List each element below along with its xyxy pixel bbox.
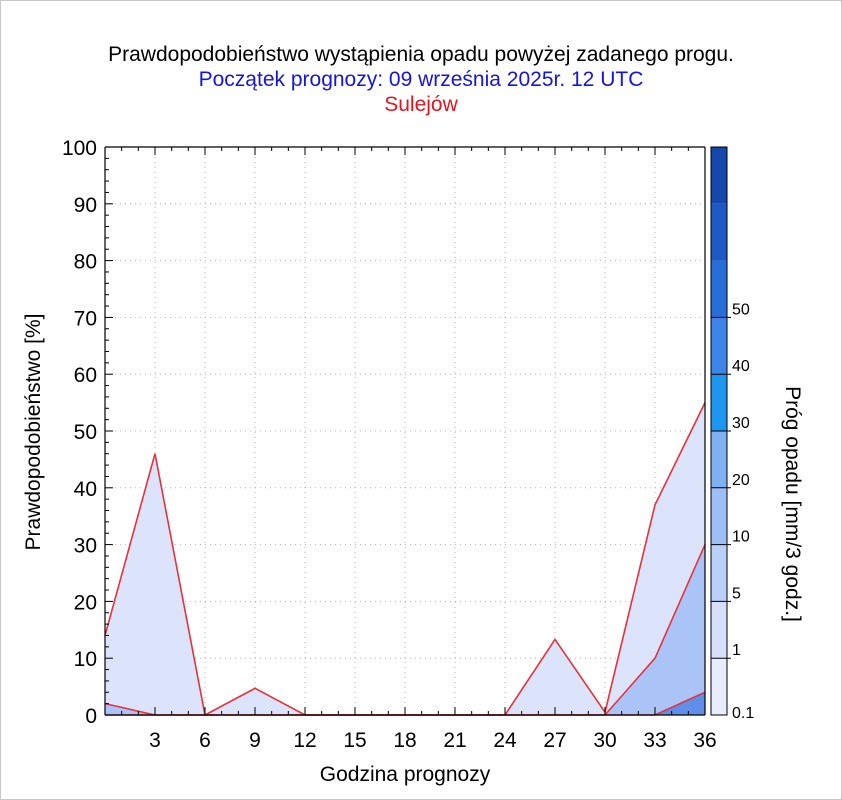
y-tick-label: 50: [74, 421, 97, 444]
colorbar-segment: [711, 544, 727, 602]
chart-subtitle: Początek prognozy: 09 września 2025r. 12…: [198, 68, 644, 91]
y-axis-label: Prawdopodobieństwo [%]: [22, 314, 45, 551]
x-tick-label: 18: [393, 729, 416, 752]
grid: [105, 147, 705, 715]
colorbar-tick-label: 40: [732, 358, 750, 375]
x-tick-label: 12: [293, 729, 316, 752]
chart-title: Prawdopodobieństwo wystąpienia opadu pow…: [108, 43, 734, 66]
colorbar-segment: [711, 317, 727, 375]
colorbar-segment: [711, 203, 727, 261]
axes: [104, 146, 706, 716]
colorbar-tick-label: 5: [732, 585, 741, 602]
y-tick-label: 40: [74, 478, 97, 501]
x-tick-label: 24: [493, 729, 517, 752]
colorbar-tick-label: 0.1: [732, 705, 754, 722]
x-tick-label: 3: [149, 729, 161, 752]
x-tick-label: 33: [643, 729, 666, 752]
colorbar-tick-label: 20: [732, 472, 750, 489]
colorbar-segment: [711, 147, 727, 204]
x-tick-label: 36: [693, 729, 716, 752]
x-tick-label: 6: [199, 729, 211, 752]
colorbar-tick-label: 10: [732, 529, 750, 546]
y-tick-label: 60: [74, 364, 97, 387]
chart-location: Sulejów: [384, 93, 458, 116]
colorbar-segment: [711, 260, 727, 318]
x-tick-label: 21: [443, 729, 466, 752]
colorbar-segment: [711, 431, 727, 488]
x-tick-label: 15: [343, 729, 366, 752]
colorbar-label: Próg opadu [mm/3 godz.]: [781, 386, 804, 622]
colorbar-segment: [711, 374, 727, 431]
colorbar-tick-label: 1: [732, 642, 741, 659]
tick-labels: 3 6 9 12 15 18 21 24 27 30 33 360102030405060708090…: [62, 137, 717, 752]
y-tick-label: 30: [74, 535, 97, 558]
x-axis-label: Godzina prognozy: [320, 763, 491, 786]
area-threshold-1: [105, 544, 705, 715]
y-tick-label: 90: [74, 194, 97, 217]
x-tick-label: 30: [593, 729, 616, 752]
colorbar: 0.1 1 5 10 20 30 40 50: [710, 146, 754, 722]
x-tick-label: 9: [249, 729, 261, 752]
colorbar-segment: [711, 601, 727, 659]
y-tick-label: 80: [74, 251, 97, 274]
y-tick-label: 0: [85, 705, 97, 728]
colorbar-tick-label: 30: [732, 415, 750, 432]
y-tick-label: 20: [74, 591, 97, 614]
x-tick-label: 27: [543, 729, 566, 752]
colorbar-tick-label: 50: [732, 301, 750, 318]
y-tick-label: 70: [74, 307, 97, 330]
colorbar-segment: [711, 658, 727, 715]
y-tick-label: 100: [62, 137, 97, 160]
y-tick-label: 10: [74, 648, 97, 671]
probability-areas: [105, 402, 705, 715]
colorbar-segment: [711, 487, 727, 545]
